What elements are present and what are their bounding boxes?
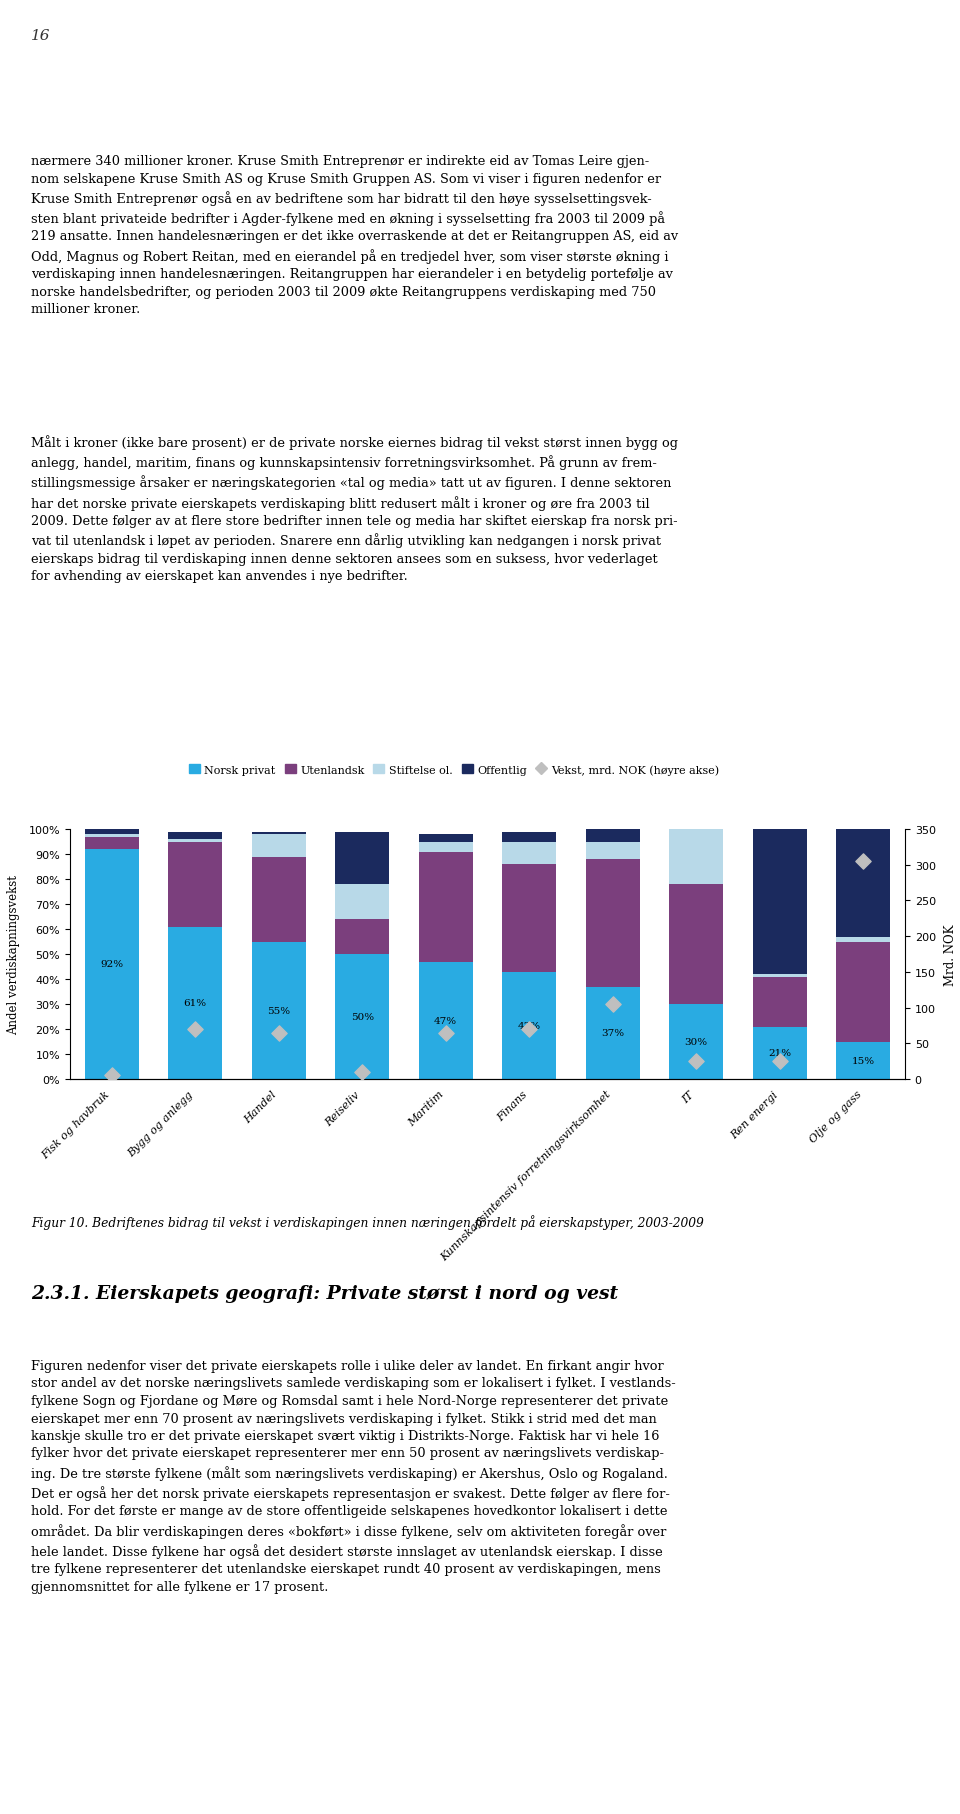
Bar — [836, 1041, 890, 1079]
Bar — [669, 760, 724, 885]
Bar — [419, 961, 473, 1079]
Text: Målt i kroner (ikke bare prosent) er de private norske eiernes bidrag til vekst : Målt i kroner (ikke bare prosent) er de … — [31, 435, 678, 582]
Text: 50%: 50% — [350, 1012, 373, 1021]
Bar — [586, 987, 640, 1079]
Text: 15%: 15% — [852, 1056, 875, 1065]
Bar — [836, 938, 890, 941]
Text: Figuren nedenfor viser det private eierskapets rolle i ulike deler av landet. En: Figuren nedenfor viser det private eiers… — [31, 1359, 676, 1593]
Bar — [419, 834, 473, 842]
Point — [271, 1018, 286, 1047]
Bar — [419, 853, 473, 961]
Bar — [669, 1005, 724, 1079]
Bar — [252, 941, 306, 1079]
Point — [605, 990, 620, 1019]
Text: 47%: 47% — [434, 1016, 457, 1025]
Bar — [586, 829, 640, 842]
Text: Figur 10. Bedriftenes bidrag til vekst i verdiskapingen innen næringen fordelt p: Figur 10. Bedriftenes bidrag til vekst i… — [31, 1214, 704, 1230]
Bar — [168, 927, 223, 1079]
Bar — [419, 842, 473, 853]
Bar — [84, 829, 139, 834]
Point — [438, 1018, 453, 1047]
Bar — [669, 707, 724, 760]
Bar — [168, 833, 223, 840]
Point — [104, 1061, 119, 1090]
Bar — [168, 842, 223, 927]
Bar — [502, 833, 557, 842]
Bar — [252, 856, 306, 941]
Text: 43%: 43% — [517, 1021, 540, 1030]
Text: 61%: 61% — [183, 1000, 206, 1009]
Bar — [502, 972, 557, 1079]
Bar — [669, 885, 724, 1005]
Bar — [586, 860, 640, 987]
Bar — [335, 920, 390, 954]
Bar — [335, 954, 390, 1079]
Bar — [502, 865, 557, 972]
Point — [521, 1014, 537, 1043]
Text: 55%: 55% — [267, 1007, 290, 1016]
Text: 2.3.1. Eierskapets geografi: Private størst i nord og vest: 2.3.1. Eierskapets geografi: Private stø… — [31, 1284, 618, 1302]
Bar — [335, 885, 390, 920]
Point — [187, 1014, 203, 1043]
Text: nærmere 340 millioner kroner. Kruse Smith Entreprenør er indirekte eid av Tomas : nærmere 340 millioner kroner. Kruse Smit… — [31, 154, 678, 316]
Point — [855, 847, 871, 876]
Text: 92%: 92% — [100, 960, 123, 969]
Y-axis label: Mrd. NOK: Mrd. NOK — [945, 923, 957, 985]
Bar — [84, 834, 139, 836]
Point — [772, 1047, 787, 1076]
Bar — [753, 974, 807, 978]
Bar — [84, 836, 139, 849]
Text: 30%: 30% — [684, 1038, 708, 1047]
Bar — [168, 840, 223, 842]
Bar — [252, 834, 306, 856]
Y-axis label: Andel verdiskapningsvekst: Andel verdiskapningsvekst — [8, 874, 20, 1034]
Bar — [753, 1027, 807, 1079]
Legend: Norsk privat, Utenlandsk, Stiftelse ol., Offentlig, Vekst, mrd. NOK (høyre akse): Norsk privat, Utenlandsk, Stiftelse ol.,… — [184, 760, 724, 780]
Point — [354, 1058, 370, 1087]
Bar — [753, 780, 807, 974]
Bar — [836, 829, 890, 938]
Bar — [836, 941, 890, 1041]
Bar — [335, 833, 390, 885]
Bar — [586, 842, 640, 860]
Point — [688, 1047, 704, 1076]
Text: 37%: 37% — [601, 1029, 624, 1038]
Bar — [84, 849, 139, 1079]
Text: 21%: 21% — [768, 1048, 791, 1058]
Bar — [502, 842, 557, 865]
Bar — [753, 978, 807, 1027]
Bar — [252, 833, 306, 834]
Text: 16: 16 — [31, 29, 50, 44]
